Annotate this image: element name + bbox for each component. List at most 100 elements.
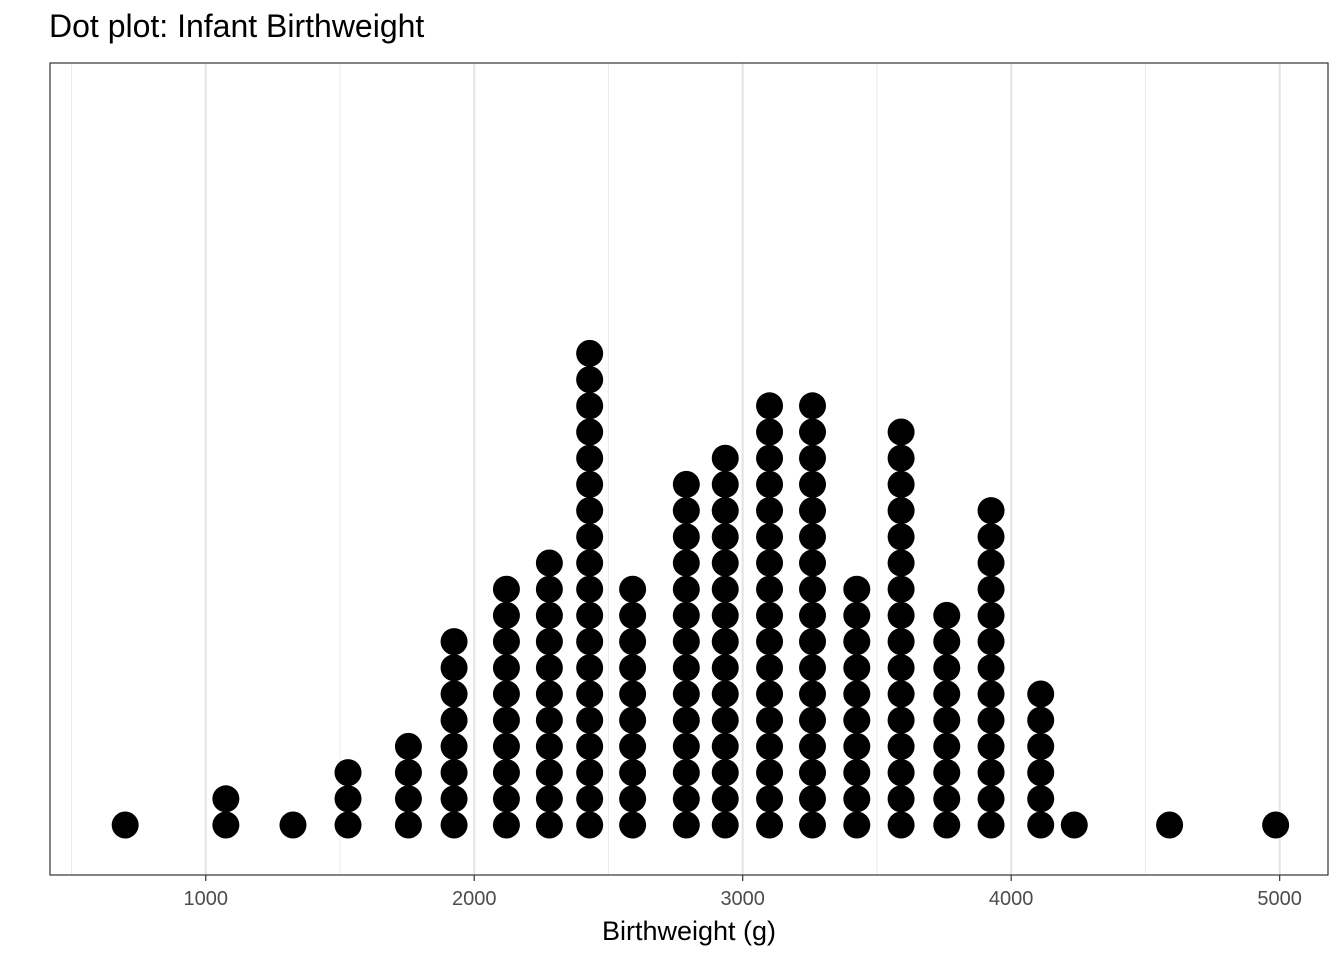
dot bbox=[576, 785, 604, 813]
dot bbox=[576, 732, 604, 760]
dot bbox=[843, 601, 871, 629]
dot bbox=[843, 680, 871, 708]
dot bbox=[799, 811, 827, 839]
dot bbox=[887, 575, 915, 603]
dot bbox=[843, 628, 871, 656]
dot bbox=[672, 549, 700, 577]
dot bbox=[619, 601, 647, 629]
dot bbox=[933, 680, 961, 708]
dot bbox=[887, 470, 915, 498]
dot bbox=[977, 523, 1005, 551]
dot bbox=[799, 706, 827, 734]
dot bbox=[843, 732, 871, 760]
dot bbox=[440, 654, 468, 682]
dot bbox=[799, 732, 827, 760]
dot bbox=[887, 628, 915, 656]
dot bbox=[887, 418, 915, 446]
dot bbox=[887, 811, 915, 839]
dot bbox=[1060, 811, 1088, 839]
dot bbox=[576, 706, 604, 734]
dot bbox=[756, 497, 784, 525]
dot bbox=[619, 706, 647, 734]
dot bbox=[1027, 732, 1055, 760]
dot bbox=[440, 732, 468, 760]
dot bbox=[535, 680, 563, 708]
dot bbox=[933, 785, 961, 813]
dot bbox=[756, 785, 784, 813]
dot bbox=[492, 759, 520, 787]
dot bbox=[212, 811, 240, 839]
dot bbox=[756, 706, 784, 734]
dot bbox=[394, 759, 422, 787]
dot bbox=[672, 575, 700, 603]
dot bbox=[711, 759, 739, 787]
dot bbox=[711, 523, 739, 551]
dot bbox=[619, 732, 647, 760]
dot bbox=[756, 418, 784, 446]
dot bbox=[394, 785, 422, 813]
dot bbox=[619, 785, 647, 813]
x-tick-label: 5000 bbox=[1257, 888, 1302, 910]
dot bbox=[334, 811, 362, 839]
dot bbox=[977, 680, 1005, 708]
dot bbox=[440, 811, 468, 839]
dot bbox=[799, 601, 827, 629]
dot bbox=[576, 339, 604, 367]
dot bbox=[535, 628, 563, 656]
dot bbox=[711, 654, 739, 682]
dot bbox=[576, 497, 604, 525]
dot bbox=[1027, 811, 1055, 839]
x-tick-label: 1000 bbox=[183, 888, 228, 910]
dot bbox=[711, 785, 739, 813]
dot bbox=[672, 470, 700, 498]
dot bbox=[843, 785, 871, 813]
dot bbox=[933, 759, 961, 787]
dot bbox=[672, 759, 700, 787]
dot bbox=[711, 549, 739, 577]
dot bbox=[576, 628, 604, 656]
dot bbox=[1027, 785, 1055, 813]
dot bbox=[535, 811, 563, 839]
dot bbox=[887, 654, 915, 682]
dot bbox=[440, 628, 468, 656]
dot bbox=[711, 628, 739, 656]
dot bbox=[977, 654, 1005, 682]
dot bbox=[887, 706, 915, 734]
dot bbox=[535, 601, 563, 629]
dot bbox=[711, 444, 739, 472]
dot bbox=[977, 575, 1005, 603]
dot bbox=[756, 523, 784, 551]
dot bbox=[672, 811, 700, 839]
dot bbox=[1262, 811, 1290, 839]
plot-panel-border bbox=[49, 62, 1329, 876]
dot bbox=[576, 575, 604, 603]
dot bbox=[576, 811, 604, 839]
dot bbox=[977, 549, 1005, 577]
dot bbox=[799, 523, 827, 551]
dot bbox=[799, 444, 827, 472]
dot bbox=[711, 601, 739, 629]
dot bbox=[977, 601, 1005, 629]
dot bbox=[672, 732, 700, 760]
x-tick-label: 3000 bbox=[720, 888, 765, 910]
dot bbox=[576, 523, 604, 551]
dot bbox=[843, 759, 871, 787]
dot bbox=[576, 680, 604, 708]
dot bbox=[576, 444, 604, 472]
dot bbox=[843, 654, 871, 682]
dot bbox=[440, 759, 468, 787]
dot bbox=[1027, 680, 1055, 708]
dot bbox=[576, 418, 604, 446]
dot bbox=[756, 549, 784, 577]
dot bbox=[756, 444, 784, 472]
dot bbox=[711, 732, 739, 760]
dot bbox=[711, 497, 739, 525]
dot bbox=[535, 575, 563, 603]
dot bbox=[535, 654, 563, 682]
dot bbox=[576, 759, 604, 787]
dot bbox=[887, 549, 915, 577]
dot bbox=[492, 785, 520, 813]
dot bbox=[756, 732, 784, 760]
dot bbox=[440, 680, 468, 708]
